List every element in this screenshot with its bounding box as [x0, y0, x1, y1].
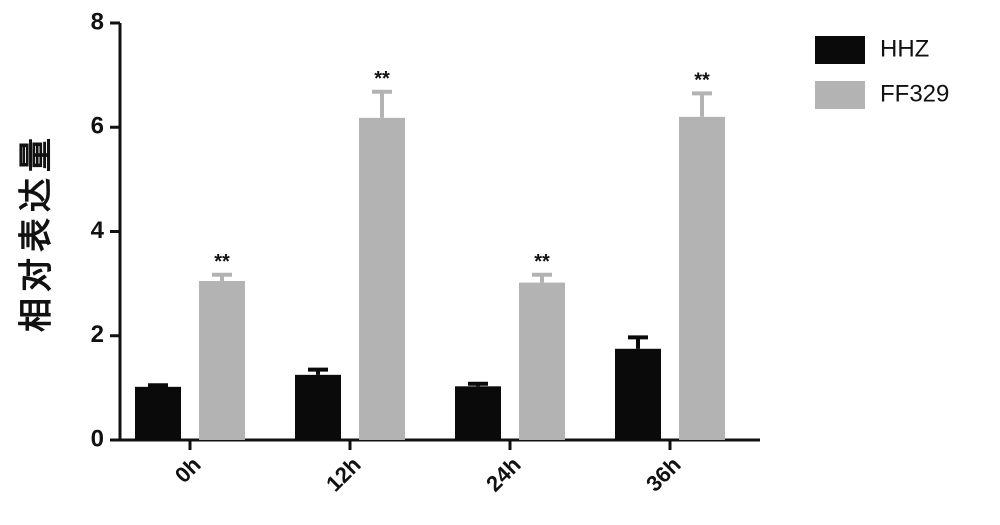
significance-label: ** — [214, 251, 230, 273]
x-tick-label: 0h — [170, 452, 206, 488]
y-tick-label: 2 — [91, 321, 104, 348]
bar — [295, 374, 341, 440]
bar — [135, 386, 181, 440]
y-tick-label: 6 — [91, 113, 104, 140]
y-tick-label: 4 — [91, 217, 105, 244]
x-tick-label: 36h — [641, 452, 685, 496]
significance-label: ** — [694, 70, 710, 92]
legend-swatch — [815, 36, 865, 64]
legend-label: FF329 — [880, 80, 949, 107]
bar — [455, 386, 501, 440]
x-tick-label: 12h — [321, 452, 365, 496]
x-tick-label: 24h — [481, 452, 525, 496]
bar — [359, 117, 405, 441]
legend-label: HHZ — [880, 35, 929, 62]
significance-label: ** — [374, 68, 390, 90]
bar — [519, 282, 565, 440]
bar — [199, 281, 245, 440]
bar — [679, 116, 725, 440]
y-tick-label: 0 — [91, 425, 104, 452]
significance-label: ** — [534, 251, 550, 273]
bar — [615, 348, 661, 440]
y-axis-label: 相对表达量 — [17, 132, 57, 332]
y-tick-label: 8 — [91, 8, 104, 35]
legend-swatch — [815, 81, 865, 109]
